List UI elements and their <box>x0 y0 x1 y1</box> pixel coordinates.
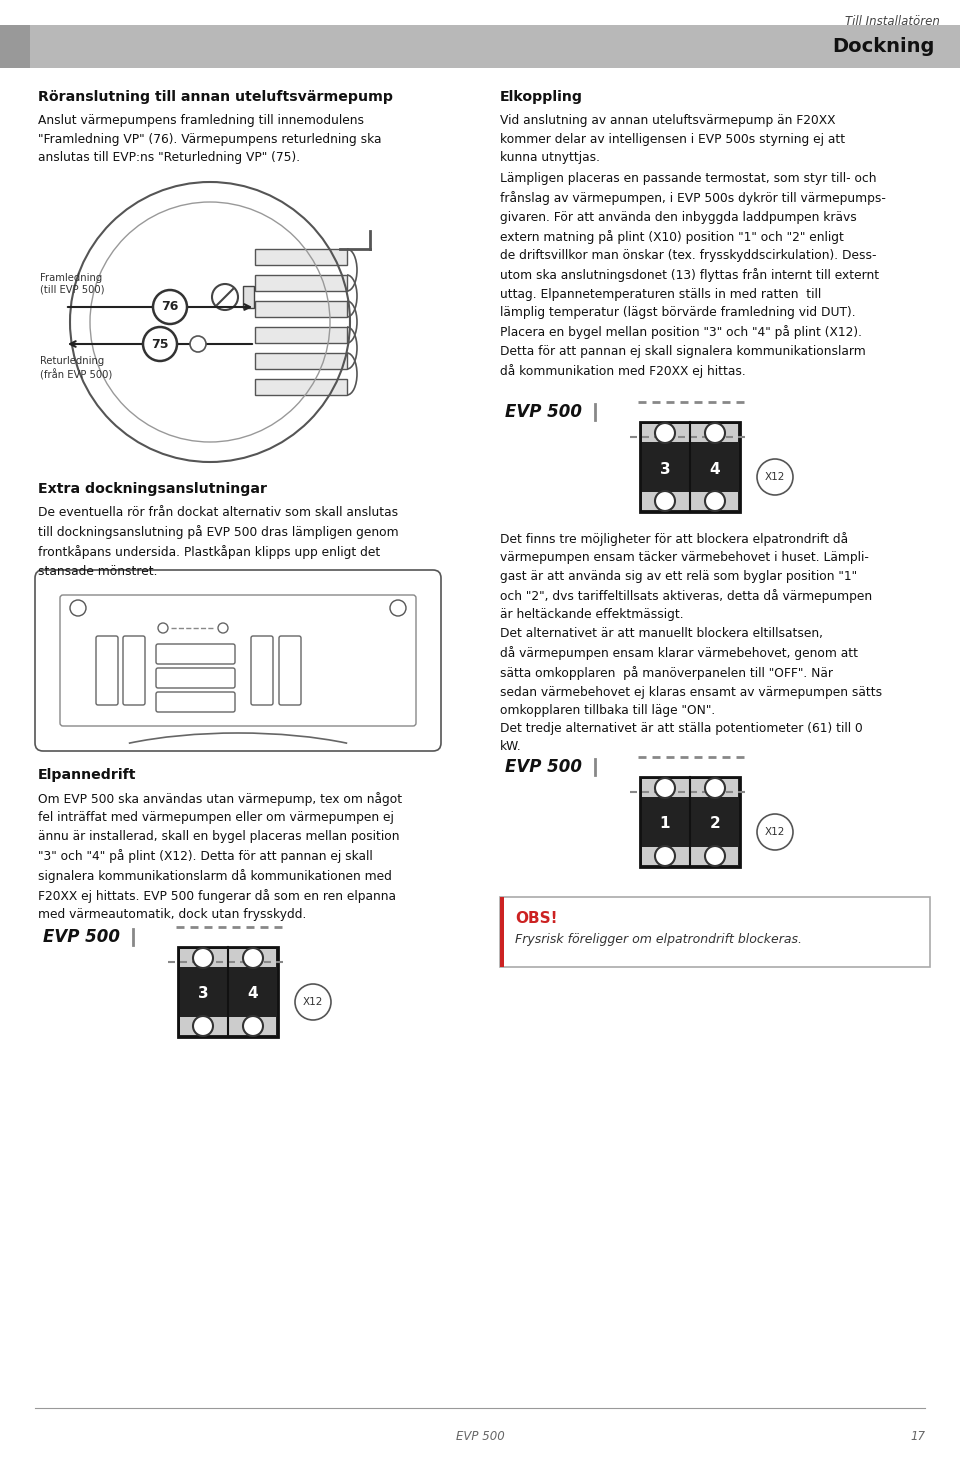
Text: Röranslutning till annan uteluftsvärmepump: Röranslutning till annan uteluftsvärmepu… <box>38 89 393 104</box>
Text: 76: 76 <box>161 301 179 314</box>
FancyBboxPatch shape <box>255 301 347 317</box>
FancyBboxPatch shape <box>96 637 118 706</box>
FancyBboxPatch shape <box>156 667 235 688</box>
Text: 3: 3 <box>198 986 208 1002</box>
Text: Elpannedrift: Elpannedrift <box>38 769 136 782</box>
Text: Lämpligen placeras en passande termostat, som styr till- och
frånslag av värmepu: Lämpligen placeras en passande termostat… <box>500 172 886 377</box>
Text: Till Installatören: Till Installatören <box>845 15 940 28</box>
FancyBboxPatch shape <box>279 637 301 706</box>
Text: Frysrisk föreligger om elpatrondrift blockeras.: Frysrisk föreligger om elpatrondrift blo… <box>515 933 802 946</box>
FancyBboxPatch shape <box>642 779 738 797</box>
FancyBboxPatch shape <box>0 25 960 67</box>
FancyBboxPatch shape <box>0 25 30 67</box>
FancyBboxPatch shape <box>251 637 273 706</box>
Text: Vid anslutning av annan uteluftsvärmepump än F20XX
kommer delar av intelligensen: Vid anslutning av annan uteluftsvärmepum… <box>500 114 845 164</box>
Text: Dockning: Dockning <box>832 37 935 56</box>
Text: 3: 3 <box>660 462 670 477</box>
FancyBboxPatch shape <box>642 846 738 866</box>
Circle shape <box>655 846 675 866</box>
FancyBboxPatch shape <box>35 571 441 751</box>
Text: Framledning
(till EVP 500): Framledning (till EVP 500) <box>40 273 105 295</box>
FancyBboxPatch shape <box>640 778 740 867</box>
Text: OBS!: OBS! <box>515 911 558 926</box>
Circle shape <box>190 336 206 352</box>
FancyBboxPatch shape <box>500 896 504 967</box>
Circle shape <box>705 846 725 866</box>
Text: 2: 2 <box>709 817 720 832</box>
Text: 4: 4 <box>709 462 720 477</box>
Circle shape <box>70 600 86 616</box>
Text: 1: 1 <box>660 817 670 832</box>
FancyBboxPatch shape <box>123 637 145 706</box>
Text: 17: 17 <box>910 1430 925 1444</box>
Text: Returledning
(från EVP 500): Returledning (från EVP 500) <box>40 356 112 380</box>
Text: EVP 500: EVP 500 <box>505 403 582 421</box>
Text: X12: X12 <box>302 998 324 1006</box>
Text: Extra dockningsanslutningar: Extra dockningsanslutningar <box>38 483 267 496</box>
FancyBboxPatch shape <box>180 949 276 967</box>
FancyBboxPatch shape <box>500 896 930 967</box>
FancyBboxPatch shape <box>156 644 235 665</box>
Circle shape <box>655 422 675 443</box>
Text: X12: X12 <box>765 827 785 838</box>
FancyBboxPatch shape <box>642 424 738 442</box>
Circle shape <box>218 623 228 632</box>
Circle shape <box>193 948 213 968</box>
FancyBboxPatch shape <box>60 596 416 726</box>
Circle shape <box>153 290 187 324</box>
Circle shape <box>158 623 168 632</box>
Circle shape <box>705 422 725 443</box>
FancyBboxPatch shape <box>178 948 278 1037</box>
Text: X12: X12 <box>765 472 785 483</box>
Text: EVP 500: EVP 500 <box>43 929 120 946</box>
FancyBboxPatch shape <box>255 378 347 395</box>
Circle shape <box>655 778 675 798</box>
Text: 4: 4 <box>248 986 258 1002</box>
Text: Elkoppling: Elkoppling <box>500 89 583 104</box>
Text: Anslut värmepumpens framledning till innemodulens
"Framledning VP" (76). Värmepu: Anslut värmepumpens framledning till inn… <box>38 114 381 164</box>
Text: EVP 500: EVP 500 <box>505 758 582 776</box>
Circle shape <box>243 1017 263 1036</box>
Text: De eventuella rör från dockat alternativ som skall anslutas
till dockningsanslut: De eventuella rör från dockat alternativ… <box>38 506 398 578</box>
FancyBboxPatch shape <box>642 491 738 511</box>
FancyBboxPatch shape <box>255 354 347 370</box>
Circle shape <box>193 1017 213 1036</box>
Circle shape <box>243 948 263 968</box>
FancyBboxPatch shape <box>255 274 347 290</box>
FancyBboxPatch shape <box>640 422 740 512</box>
Circle shape <box>390 600 406 616</box>
Text: Om EVP 500 ska användas utan värmepump, tex om något
fel inträffat med värmepump: Om EVP 500 ska användas utan värmepump, … <box>38 792 402 921</box>
FancyBboxPatch shape <box>156 692 235 711</box>
Circle shape <box>705 491 725 511</box>
Circle shape <box>655 491 675 511</box>
FancyBboxPatch shape <box>255 327 347 343</box>
Text: Det alternativet är att manuellt blockera eltillsatsen,
då värmepumpen ensam kla: Det alternativet är att manuellt blocker… <box>500 626 882 717</box>
Text: Det finns tre möjligheter för att blockera elpatrondrift då
värmepumpen ensam tä: Det finns tre möjligheter för att blocke… <box>500 533 872 622</box>
Text: 75: 75 <box>152 337 169 351</box>
Circle shape <box>143 327 177 361</box>
Circle shape <box>705 778 725 798</box>
FancyBboxPatch shape <box>255 249 347 266</box>
Text: EVP 500: EVP 500 <box>456 1430 504 1444</box>
FancyBboxPatch shape <box>180 1017 276 1036</box>
FancyBboxPatch shape <box>243 286 254 308</box>
Text: Det tredje alternativet är att ställa potentiometer (61) till 0
kW.: Det tredje alternativet är att ställa po… <box>500 722 863 754</box>
